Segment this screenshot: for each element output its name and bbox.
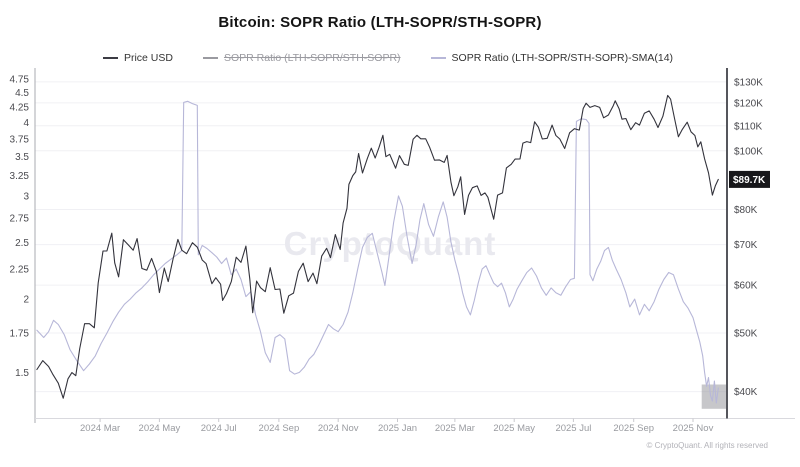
x-axis-labels: 2024 Mar 2024 May 2024 Jul 2024 Sep 2024 Nov… [80, 418, 714, 434]
svg-text:4.75: 4.75 [10, 74, 30, 85]
right-axis-labels: $130K $120K $110K $100K $80K $70K $60K $50K $40K [734, 77, 763, 398]
watermark: CryptoQuant [284, 225, 497, 262]
svg-text:$50K: $50K [734, 329, 758, 340]
legend-item-sopr-sma[interactable]: SOPR Ratio (LTH-SOPR/STH-SOPR)-SMA(14) [430, 52, 674, 64]
svg-text:$100K: $100K [734, 146, 763, 157]
svg-text:2024 Sep: 2024 Sep [259, 423, 300, 434]
svg-text:4: 4 [23, 118, 29, 129]
svg-text:2.75: 2.75 [10, 214, 30, 225]
chart-title: Bitcoin: SOPR Ratio (LTH-SOPR/STH-SOPR) [218, 14, 542, 31]
highlight-region [701, 384, 727, 409]
svg-text:2025 Jul: 2025 Jul [555, 423, 591, 434]
sma-line [36, 100, 719, 404]
legend: Price USD SOPR Ratio (LTH-SOPR/STH-SOPR)… [0, 52, 776, 64]
legend-item-sopr-ratio[interactable]: SOPR Ratio (LTH-SOPR/STH-SOPR) [202, 52, 401, 64]
current-price-badge: $89.7K [729, 170, 770, 188]
svg-text:$89.7K: $89.7K [733, 175, 766, 186]
svg-text:2025 May: 2025 May [493, 423, 535, 434]
legend-label-sopr-ratio: SOPR Ratio (LTH-SOPR/STH-SOPR) [223, 52, 401, 64]
legend-marker-sopr-ratio [202, 57, 218, 59]
svg-text:$80K: $80K [734, 205, 758, 216]
svg-text:3.25: 3.25 [10, 171, 30, 182]
svg-text:2025 Jan: 2025 Jan [378, 423, 417, 434]
svg-text:$110K: $110K [734, 121, 763, 132]
svg-text:4.25: 4.25 [10, 103, 30, 114]
svg-text:2025 Nov: 2025 Nov [673, 423, 714, 434]
svg-text:$40K: $40K [734, 387, 758, 398]
svg-text:3.5: 3.5 [15, 152, 29, 163]
svg-text:$130K: $130K [734, 77, 763, 88]
legend-item-price-usd[interactable]: Price USD [102, 52, 173, 64]
gridlines [35, 81, 727, 393]
svg-text:$70K: $70K [734, 240, 758, 251]
svg-text:2025 Mar: 2025 Mar [435, 423, 475, 434]
left-axis-labels: 4.75 4.5 4.25 4 3.75 3.5 3.25 3 2.75 2.5 2.25 2 1.75… [10, 74, 30, 379]
copyright-notice: © CryptoQuant. All rights reserved [646, 441, 769, 450]
svg-text:4.5: 4.5 [15, 88, 29, 99]
svg-text:$120K: $120K [734, 98, 763, 109]
legend-label-sopr-sma: SOPR Ratio (LTH-SOPR/STH-SOPR)-SMA(14) [451, 52, 674, 64]
svg-text:2024 Mar: 2024 Mar [80, 423, 120, 434]
price-line [36, 94, 719, 399]
svg-text:1.75: 1.75 [10, 329, 30, 340]
svg-text:2.25: 2.25 [10, 265, 30, 276]
svg-text:2024 Nov: 2024 Nov [318, 423, 359, 434]
legend-label-price-usd: Price USD [123, 52, 173, 64]
svg-text:3: 3 [23, 191, 29, 202]
svg-text:2: 2 [23, 295, 29, 306]
svg-text:2024 May: 2024 May [139, 423, 181, 434]
svg-text:3.75: 3.75 [10, 135, 30, 146]
svg-text:1.5: 1.5 [15, 368, 29, 379]
svg-text:2024 Jul: 2024 Jul [201, 423, 237, 434]
svg-text:$60K: $60K [734, 281, 758, 292]
legend-marker-price-usd [102, 57, 118, 59]
legend-marker-sopr-sma [430, 57, 446, 59]
svg-text:2.5: 2.5 [15, 238, 29, 249]
svg-text:2025 Sep: 2025 Sep [613, 423, 654, 434]
